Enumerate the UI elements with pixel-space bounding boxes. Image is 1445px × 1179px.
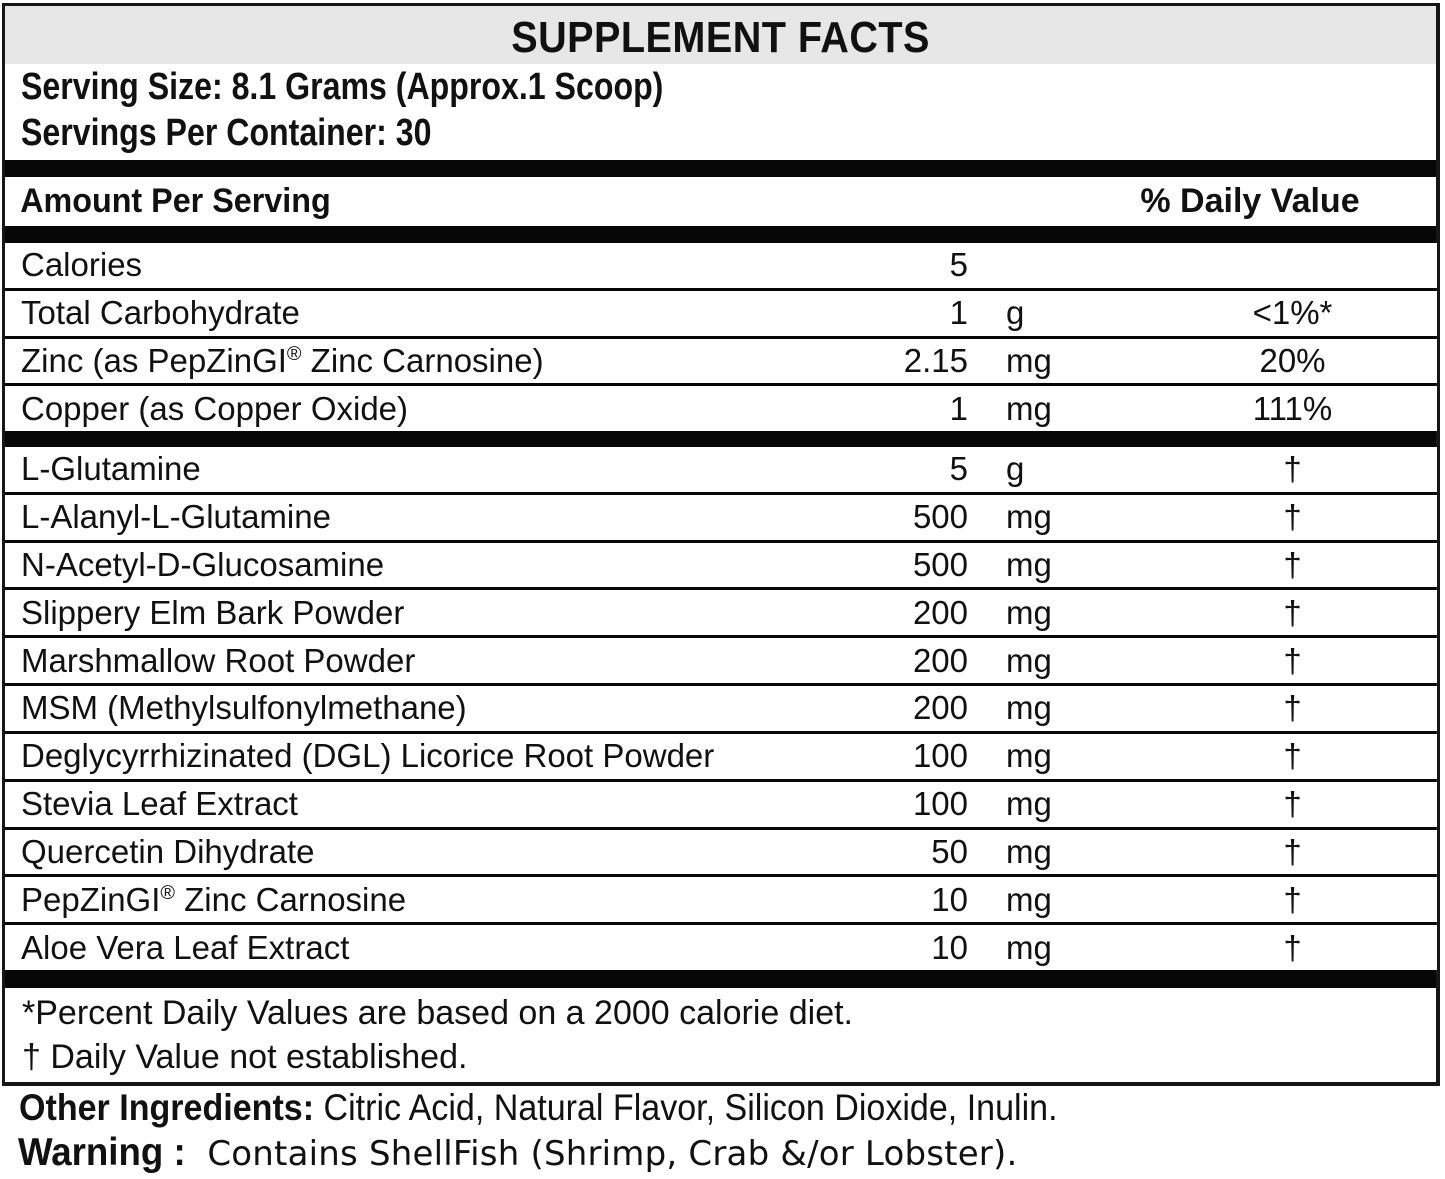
table-row: PepZinGI® Zinc Carnosine 10 mg † (5, 877, 1437, 923)
nutrient-name: Marshmallow Root Powder (21, 641, 416, 679)
nutrient-name: Quercetin Dihydrate (21, 832, 315, 870)
nutrient-unit: mg (1006, 880, 1052, 918)
nutrient-unit: g (1006, 294, 1025, 332)
nutrient-daily-value: <1%* (1252, 294, 1333, 332)
table-row: Quercetin Dihydrate 50 mg † (5, 829, 1437, 875)
table-row: L-Glutamine 5 g † (5, 447, 1437, 492)
nutrient-amount: 500 (912, 546, 968, 584)
table-row: N-Acetyl-D-Glucosamine 500 mg † (5, 542, 1437, 588)
other-ingredients-text: Citric Acid, Natural Flavor, Silicon Dio… (314, 1087, 1058, 1128)
column-header-amount-per-serving: Amount Per Serving (20, 182, 331, 220)
nutrient-unit: mg (1006, 641, 1052, 679)
macro-nutrient-rows: Calories 5 Total Carbohydrate 1 g <1%* Z… (5, 243, 1437, 431)
supplement-facts-panel: SUPPLEMENT FACTS Serving Size: 8.1 Grams… (2, 3, 1440, 1086)
nutrient-name: Calories (21, 246, 143, 284)
nutrient-amount: 200 (912, 593, 968, 631)
table-row: Marshmallow Root Powder 200 mg † (5, 638, 1437, 684)
nutrient-name: MSM (Methylsulfonylmethane) (21, 689, 467, 727)
nutrient-name: Zinc (as PepZinGI® Zinc Carnosine) (21, 341, 544, 379)
nutrient-amount: 2.15 (903, 341, 968, 379)
nutrient-daily-value: † (1283, 546, 1302, 584)
nutrient-unit: g (1006, 450, 1025, 488)
nutrient-amount: 10 (931, 928, 968, 966)
nutrient-unit: mg (1006, 341, 1052, 379)
nutrient-daily-value: † (1283, 498, 1302, 536)
footnote-percent-daily-value: *Percent Daily Values are based on a 200… (22, 994, 853, 1032)
other-ingredients-label: Other Ingredients: (19, 1087, 315, 1128)
table-row: Calories 5 (5, 243, 1437, 288)
warning-text: Contains ShellFish (Shrimp, Crab &/or Lo… (196, 1134, 1018, 1174)
nutrient-amount: 1 (949, 389, 968, 427)
nutrient-daily-value: 20% (1259, 341, 1326, 379)
serving-info: Serving Size: 8.1 Grams (Approx.1 Scoop)… (5, 64, 1436, 160)
nutrient-name: Total Carbohydrate (21, 294, 300, 332)
other-ingredients-line: Other Ingredients: Citric Acid, Natural … (19, 1086, 1058, 1130)
nutrient-name: Copper (as Copper Oxide) (21, 389, 409, 427)
nutrient-name: L-Alanyl-L-Glutamine (21, 498, 331, 536)
nutrient-daily-value: † (1283, 832, 1302, 870)
nutrient-unit: mg (1006, 546, 1052, 584)
nutrient-amount: 100 (912, 785, 968, 823)
table-row: Zinc (as PepZinGI® Zinc Carnosine) 2.15 … (5, 338, 1437, 384)
divider-thick-top (5, 160, 1436, 177)
nutrient-amount: 100 (912, 737, 968, 775)
table-row: L-Alanyl-L-Glutamine 500 mg † (5, 494, 1437, 540)
nutrient-unit: mg (1006, 928, 1052, 966)
servings-per-container-line: Servings Per Container: 30 (21, 112, 432, 154)
nutrient-unit: mg (1006, 498, 1052, 536)
nutrient-amount: 50 (931, 832, 968, 870)
nutrient-name: Stevia Leaf Extract (21, 785, 298, 823)
nutrient-name: Slippery Elm Bark Powder (21, 593, 405, 631)
serving-size-line: Serving Size: 8.1 Grams (Approx.1 Scoop) (21, 66, 664, 108)
nutrient-name: PepZinGI® Zinc Carnosine (21, 880, 407, 918)
blend-ingredient-rows: L-Glutamine 5 g † L-Alanyl-L-Glutamine 5… (5, 447, 1437, 970)
nutrient-daily-value: † (1283, 593, 1302, 631)
nutrient-name: Aloe Vera Leaf Extract (21, 928, 350, 966)
nutrient-daily-value: † (1283, 689, 1302, 727)
table-header-row: Amount Per Serving % Daily Value (5, 177, 1436, 226)
nutrient-amount: 5 (949, 450, 968, 488)
nutrient-daily-value: † (1283, 737, 1302, 775)
table-row: Copper (as Copper Oxide) 1 mg 111% (5, 386, 1437, 431)
nutrient-name: N-Acetyl-D-Glucosamine (21, 546, 385, 584)
nutrient-amount: 1 (949, 294, 968, 332)
nutrient-amount: 5 (949, 246, 968, 284)
nutrient-unit: mg (1006, 389, 1052, 427)
nutrient-name: L-Glutamine (21, 450, 201, 488)
title-band: SUPPLEMENT FACTS (5, 6, 1436, 64)
table-row: Stevia Leaf Extract 100 mg † (5, 781, 1437, 827)
column-header-daily-value: % Daily Value (1140, 182, 1360, 220)
nutrient-amount: 500 (912, 498, 968, 536)
nutrient-daily-value: † (1283, 450, 1302, 488)
nutrient-unit: mg (1006, 689, 1052, 727)
nutrient-unit: mg (1006, 737, 1052, 775)
table-row: Total Carbohydrate 1 g <1%* (5, 290, 1437, 336)
warning-label: Warning : (18, 1131, 186, 1174)
nutrient-daily-value: 111% (1252, 389, 1333, 427)
divider-thick-bottom (5, 970, 1436, 988)
nutrient-daily-value: † (1283, 785, 1302, 823)
warning-line: Warning : Contains ShellFish (Shrimp, Cr… (18, 1130, 1017, 1177)
divider-thick-under-header (5, 226, 1436, 243)
nutrient-unit: mg (1006, 593, 1052, 631)
nutrient-amount: 200 (912, 641, 968, 679)
nutrient-unit: mg (1006, 832, 1052, 870)
footnotes: *Percent Daily Values are based on a 200… (5, 988, 1436, 1082)
table-row: Slippery Elm Bark Powder 200 mg † (5, 590, 1437, 636)
nutrient-daily-value: † (1283, 641, 1302, 679)
nutrient-daily-value: † (1283, 880, 1302, 918)
table-row: MSM (Methylsulfonylmethane) 200 mg † (5, 686, 1437, 731)
nutrient-amount: 10 (931, 880, 968, 918)
table-row: Aloe Vera Leaf Extract 10 mg † (5, 925, 1437, 970)
nutrient-name: Deglycyrrhizinated (DGL) Licorice Root P… (21, 737, 715, 775)
table-row: Deglycyrrhizinated (DGL) Licorice Root P… (5, 733, 1437, 779)
page-title: SUPPLEMENT FACTS (511, 13, 930, 62)
nutrient-amount: 200 (912, 689, 968, 727)
nutrient-unit: mg (1006, 785, 1052, 823)
footnote-daily-value-not-established: † Daily Value not established. (22, 1038, 468, 1076)
divider-thick-mid (5, 431, 1436, 447)
nutrient-daily-value: † (1283, 928, 1302, 966)
